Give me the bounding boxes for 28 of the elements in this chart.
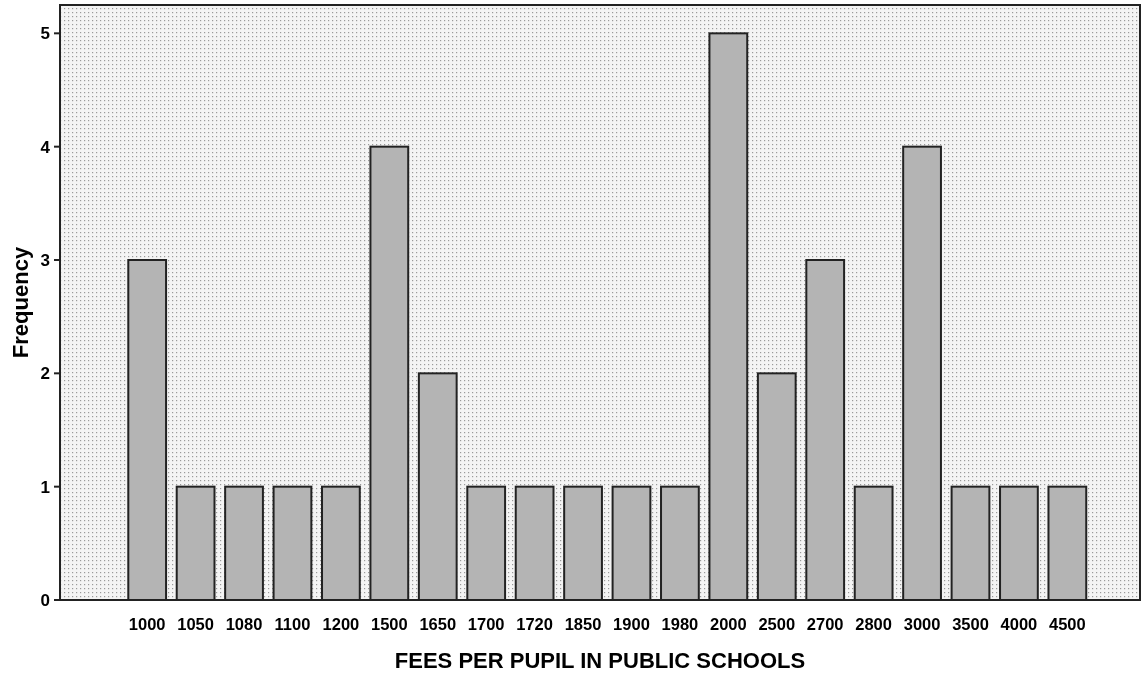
y-tick-label: 2	[40, 364, 50, 384]
x-tick-label: 4000	[1000, 615, 1038, 633]
x-tick-label: 1900	[613, 615, 650, 633]
x-axis-title: FEES PER PUPIL IN PUBLIC SCHOOLS	[394, 648, 806, 673]
x-tick-label: 1000	[128, 615, 166, 633]
y-axis-title: Frequency	[8, 246, 33, 359]
x-tick-label: 1720	[516, 615, 553, 633]
x-tick-label: 1100	[274, 615, 311, 633]
x-tick-label: 1500	[370, 615, 408, 633]
x-tick-label: 2700	[806, 615, 844, 633]
x-tick-label: 2000	[709, 615, 747, 633]
x-tick-label: 1050	[177, 615, 214, 633]
x-tick-label: 1700	[467, 615, 505, 633]
x-tick-label: 2800	[855, 615, 892, 633]
x-tick-label: 1080	[225, 615, 263, 633]
y-tick-label: 0	[40, 590, 50, 610]
x-tick-label: 2500	[758, 615, 796, 633]
x-tick-label: 4500	[1048, 615, 1086, 633]
y-tick-label: 3	[40, 250, 50, 270]
x-tick-label: 1200	[322, 615, 360, 633]
x-tick-label: 1980	[661, 615, 699, 633]
x-tick-label: 1650	[419, 615, 457, 633]
y-tick-label: 1	[40, 477, 50, 497]
y-tick-label: 4	[40, 137, 51, 157]
x-tick-label: 1850	[564, 615, 602, 633]
x-tick-label: 3000	[903, 615, 941, 633]
y-tick-label: 5	[40, 24, 50, 44]
x-tick-label: 3500	[952, 615, 989, 633]
